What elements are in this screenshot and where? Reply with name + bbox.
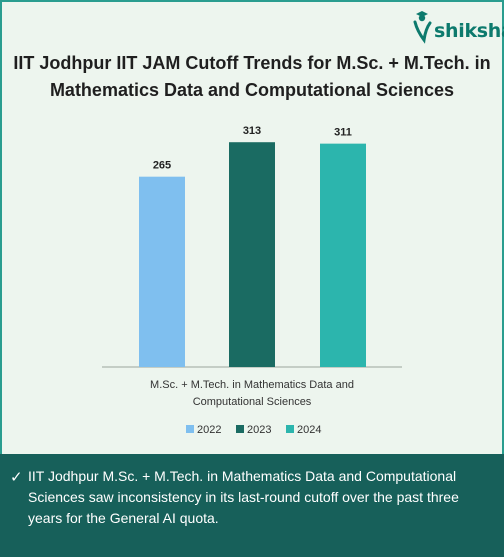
brand-name: shiksha — [434, 20, 504, 42]
data-label-2024: 311 — [334, 127, 352, 139]
shiksha-logo-icon — [413, 11, 432, 44]
legend-swatch-2024 — [286, 425, 294, 433]
legend-label-2023: 2023 — [247, 424, 271, 436]
caption-text: IIT Jodhpur M.Sc. + M.Tech. in Mathemati… — [28, 468, 459, 526]
check-icon: ✓ — [10, 469, 23, 486]
category-label-line-1: M.Sc. + M.Tech. in Mathematics Data and — [150, 379, 354, 391]
legend-label-2024: 2024 — [297, 424, 321, 436]
data-label-2022: 265 — [153, 160, 171, 172]
bar-2023 — [229, 142, 275, 367]
legend-label-2022: 2022 — [197, 424, 221, 436]
legend-swatch-2023 — [236, 425, 244, 433]
legend-swatch-2022 — [186, 425, 194, 433]
category-label-line-2: Computational Sciences — [193, 396, 312, 408]
bar-2022 — [139, 176, 185, 367]
chart-title: IIT Jodhpur IIT JAM Cutoff Trends for M.… — [13, 53, 491, 100]
bar-2024 — [320, 143, 366, 367]
bar-chart: 265 313 311 M.Sc. + M.Tech. in Mathematics … — [102, 125, 402, 436]
data-label-2023: 313 — [243, 125, 261, 137]
caption-panel — [0, 454, 504, 557]
